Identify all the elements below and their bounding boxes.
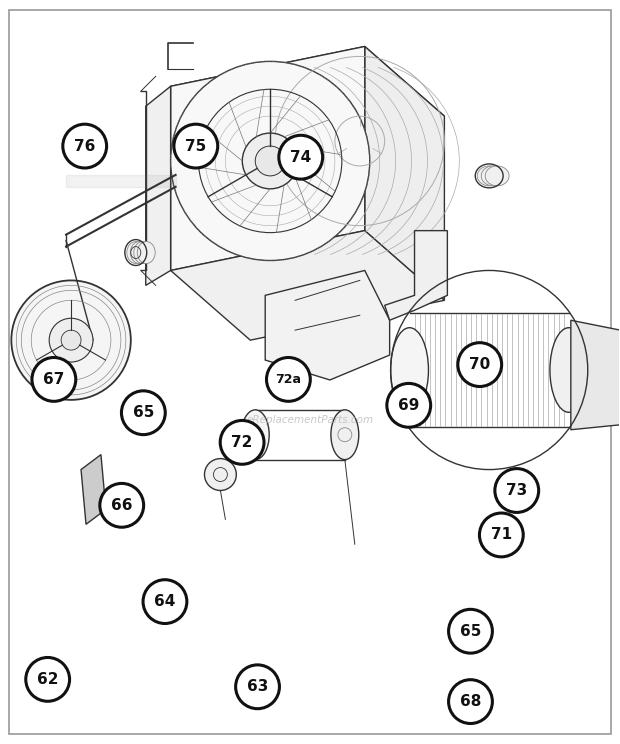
Circle shape bbox=[32, 358, 76, 401]
Circle shape bbox=[122, 391, 166, 434]
Circle shape bbox=[143, 580, 187, 623]
Circle shape bbox=[458, 343, 502, 386]
Text: eReplacementParts.com: eReplacementParts.com bbox=[246, 415, 374, 425]
Circle shape bbox=[449, 609, 492, 653]
Ellipse shape bbox=[485, 166, 509, 186]
Text: 64: 64 bbox=[154, 594, 175, 609]
Circle shape bbox=[63, 124, 107, 168]
Polygon shape bbox=[81, 455, 106, 525]
Ellipse shape bbox=[134, 242, 152, 263]
Circle shape bbox=[255, 146, 285, 176]
Circle shape bbox=[495, 469, 539, 513]
Text: 71: 71 bbox=[491, 527, 512, 542]
Circle shape bbox=[242, 133, 298, 189]
Text: 63: 63 bbox=[247, 679, 268, 694]
Text: 66: 66 bbox=[111, 498, 133, 513]
Ellipse shape bbox=[331, 410, 359, 460]
Text: 74: 74 bbox=[290, 150, 311, 164]
Polygon shape bbox=[170, 46, 365, 271]
Ellipse shape bbox=[481, 166, 505, 186]
Text: 62: 62 bbox=[37, 672, 58, 687]
Polygon shape bbox=[571, 320, 620, 430]
Ellipse shape bbox=[391, 327, 428, 412]
Text: 72a: 72a bbox=[275, 373, 301, 386]
Circle shape bbox=[49, 318, 93, 362]
Circle shape bbox=[61, 330, 81, 350]
Text: 68: 68 bbox=[460, 694, 481, 709]
Ellipse shape bbox=[241, 410, 269, 460]
Circle shape bbox=[174, 124, 218, 168]
Circle shape bbox=[449, 680, 492, 723]
Circle shape bbox=[387, 383, 431, 427]
Circle shape bbox=[479, 513, 523, 557]
Text: 73: 73 bbox=[506, 483, 528, 498]
Circle shape bbox=[220, 420, 264, 464]
Circle shape bbox=[11, 280, 131, 400]
Polygon shape bbox=[146, 86, 170, 286]
Ellipse shape bbox=[477, 166, 501, 186]
Circle shape bbox=[267, 358, 310, 401]
Circle shape bbox=[100, 484, 144, 527]
Circle shape bbox=[26, 658, 69, 702]
Circle shape bbox=[236, 665, 280, 709]
Text: 65: 65 bbox=[133, 405, 154, 420]
Text: 76: 76 bbox=[74, 138, 95, 153]
Ellipse shape bbox=[127, 242, 144, 263]
Polygon shape bbox=[170, 46, 445, 156]
Text: 67: 67 bbox=[43, 372, 64, 387]
Text: 72: 72 bbox=[231, 434, 253, 450]
Text: 75: 75 bbox=[185, 138, 206, 153]
Polygon shape bbox=[384, 231, 448, 320]
Polygon shape bbox=[170, 231, 445, 340]
Ellipse shape bbox=[130, 242, 148, 263]
Polygon shape bbox=[265, 271, 389, 380]
Circle shape bbox=[170, 62, 370, 260]
Ellipse shape bbox=[137, 242, 155, 263]
Text: 65: 65 bbox=[460, 623, 481, 639]
Ellipse shape bbox=[550, 327, 588, 412]
Circle shape bbox=[205, 458, 236, 490]
Circle shape bbox=[279, 135, 322, 179]
Text: 69: 69 bbox=[398, 398, 420, 413]
Text: 70: 70 bbox=[469, 357, 490, 372]
Polygon shape bbox=[365, 46, 445, 301]
